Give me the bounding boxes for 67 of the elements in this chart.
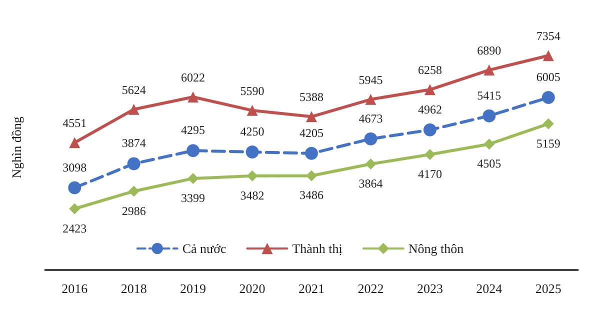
x-tick-label: 2023: [416, 281, 443, 296]
point: [423, 123, 436, 136]
point: [542, 50, 554, 62]
point: [305, 146, 318, 160]
point: [69, 203, 80, 214]
x-tick-label: 2025: [535, 281, 562, 296]
point: [246, 146, 259, 159]
point: [127, 157, 140, 170]
data-label: 4170: [418, 167, 442, 181]
point: [542, 91, 555, 104]
point: [365, 94, 376, 105]
data-label: 5945: [358, 72, 383, 87]
legend-label: Nông thôn: [408, 241, 464, 256]
data-label: 2423: [62, 221, 87, 236]
data-label: 5624: [122, 82, 146, 97]
x-tick-label: 2022: [358, 281, 384, 296]
data-label: 3486: [300, 188, 324, 202]
data-label: 6005: [536, 70, 560, 84]
y-axis-title: Nghìn đồng: [9, 116, 24, 178]
point: [186, 144, 200, 158]
x-tick-label: 2018: [120, 281, 147, 296]
point: [188, 91, 199, 102]
legend-label: Cả nước: [182, 241, 226, 256]
data-label: 5159: [536, 136, 560, 150]
point: [482, 109, 496, 122]
data-label: 4205: [300, 126, 324, 140]
point: [306, 111, 317, 122]
data-label: 4505: [477, 156, 502, 171]
data-label: 5415: [477, 88, 502, 102]
data-label: 4295: [181, 123, 206, 138]
point: [246, 104, 258, 116]
data-label: 5590: [240, 84, 264, 98]
data-label: 6890: [477, 44, 502, 58]
data-label: 4551: [62, 116, 87, 130]
data-label: 3098: [62, 160, 87, 174]
x-tick-label: 2024: [476, 281, 503, 296]
data-label: 4673: [358, 111, 383, 126]
data-label: 3864: [358, 176, 383, 190]
x-tick-label: 2019: [180, 281, 206, 296]
legend-label: Thành thị: [292, 241, 343, 256]
x-tick-label: 2020: [239, 281, 266, 296]
data-label: 7354: [536, 29, 560, 44]
data-label: 6258: [418, 63, 442, 78]
point: [306, 170, 317, 182]
point: [484, 64, 495, 76]
point: [69, 137, 80, 148]
x-tick-label: 2021: [298, 281, 324, 296]
point: [365, 158, 376, 170]
data-label: 3482: [240, 188, 264, 202]
data-label: 3874: [122, 136, 146, 150]
point: [246, 170, 258, 182]
data-label: 6022: [181, 70, 206, 84]
point: [542, 118, 554, 130]
point: [484, 138, 495, 150]
data-label: 3399: [181, 190, 206, 205]
point: [424, 84, 436, 96]
data-label: 4250: [240, 124, 264, 139]
data-label: 4962: [418, 102, 442, 116]
data-label: 2986: [122, 204, 146, 218]
point: [188, 172, 199, 184]
data-label: 5388: [300, 90, 324, 104]
point: [424, 149, 436, 160]
point: [128, 186, 140, 197]
point: [68, 181, 82, 194]
point: [364, 132, 378, 146]
point: [128, 104, 140, 115]
x-tick-label: 2016: [62, 281, 88, 296]
